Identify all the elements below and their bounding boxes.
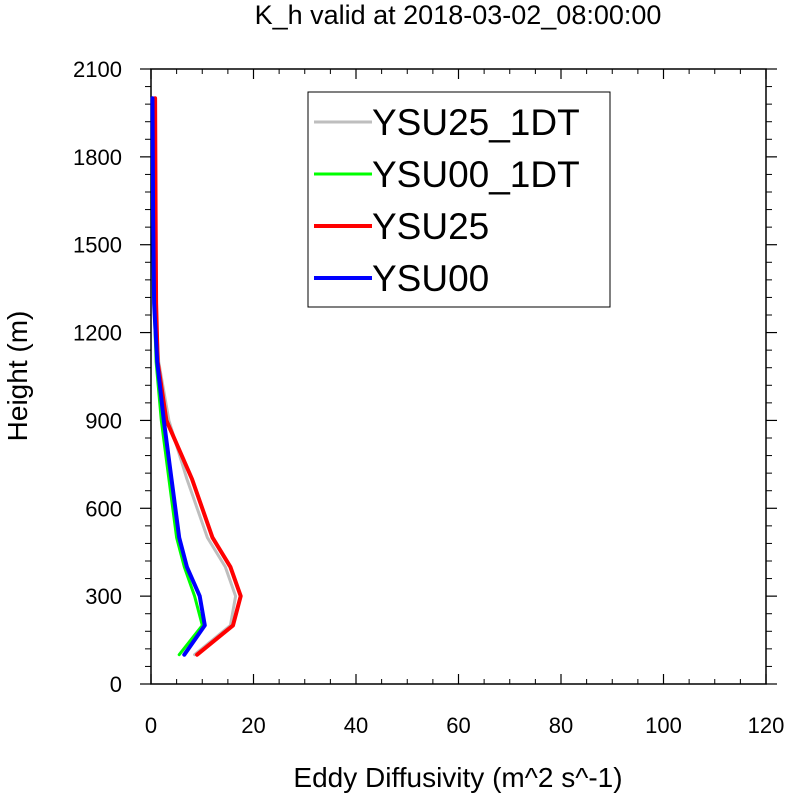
legend-label: YSU00_1DT — [372, 154, 580, 195]
series-line-ysu25-1dt — [152, 96, 238, 657]
legend-label: YSU25_1DT — [372, 102, 580, 143]
x-tick-label: 20 — [241, 713, 265, 738]
series-line-ysu25 — [153, 96, 243, 657]
x-tick-label: 40 — [344, 713, 368, 738]
y-tick-label: 1500 — [73, 233, 122, 258]
series-line-ysu00 — [150, 96, 207, 657]
legend: YSU25_1DT YSU00_1DT YSU25 YSU00 — [307, 91, 611, 308]
x-axis-ticks: 0 20 40 60 80 100 120 — [145, 69, 784, 738]
legend-items: YSU25_1DT YSU00_1DT YSU25 YSU00 — [314, 102, 580, 299]
chart-title: K_h valid at 2018-03-02_08:00:00 — [255, 0, 662, 30]
legend-label: YSU25 — [372, 206, 489, 247]
y-axis-ticks: 0 300 600 900 1200 1500 1800 2100 — [73, 57, 777, 697]
series-lines — [150, 96, 243, 657]
y-tick-label: 0 — [110, 672, 122, 697]
y-tick-label: 1200 — [73, 321, 122, 346]
y-tick-label: 900 — [85, 408, 122, 433]
x-tick-label: 0 — [145, 713, 157, 738]
y-tick-label: 600 — [85, 496, 122, 521]
x-axis-title: Eddy Diffusivity (m^2 s^-1) — [293, 762, 622, 793]
x-tick-label: 60 — [446, 713, 470, 738]
y-axis-title: Height (m) — [2, 311, 33, 442]
legend-box — [307, 91, 611, 308]
y-tick-label: 1800 — [73, 145, 122, 170]
y-tick-label: 300 — [85, 584, 122, 609]
x-tick-label: 120 — [748, 713, 785, 738]
x-tick-label: 80 — [549, 713, 573, 738]
y-tick-label: 2100 — [73, 57, 122, 82]
legend-label: YSU00 — [372, 258, 489, 299]
x-tick-label: 100 — [645, 713, 682, 738]
